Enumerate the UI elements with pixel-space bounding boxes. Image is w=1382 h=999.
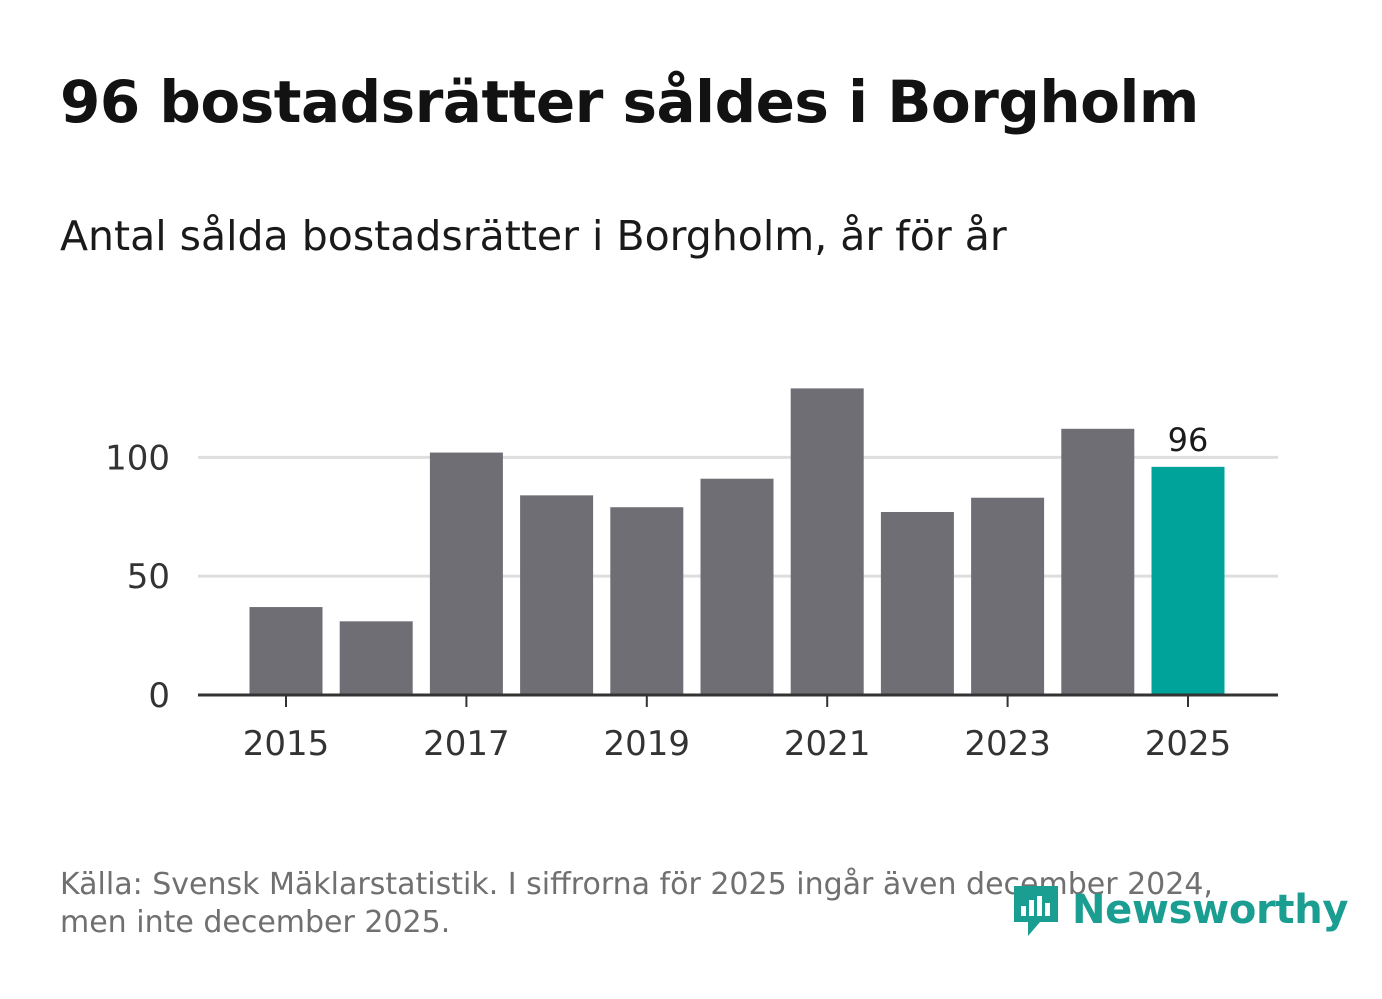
- x-axis: 2015 2017 2019 2021 2023 2025: [198, 693, 1278, 764]
- data-labels: 96: [1168, 421, 1209, 459]
- bar-2024: [1061, 428, 1135, 695]
- bar-2021: [790, 388, 864, 695]
- bar-2015: [249, 607, 323, 695]
- x-tick-label-2015: 2015: [243, 724, 330, 764]
- chart-title: 96 bostadsrätter såldes i Borgholm: [60, 68, 1199, 136]
- y-tick-label-0: 0: [148, 676, 170, 716]
- newsworthy-logo: Newsworthy: [1010, 880, 1349, 940]
- x-tick-label-2019: 2019: [604, 724, 691, 764]
- bar-2019: [610, 507, 684, 695]
- chart-subtitle: Antal sålda bostadsrätter i Borgholm, år…: [60, 212, 1007, 260]
- bar-chart-speech-bubble-icon: [1014, 886, 1058, 936]
- x-tick-label-2017: 2017: [423, 724, 510, 764]
- logo-text: Newsworthy: [1072, 887, 1349, 933]
- data-label-2025: 96: [1168, 421, 1209, 459]
- x-tick-label-2025: 2025: [1145, 724, 1232, 764]
- bar-2022: [880, 511, 954, 695]
- bar-2016: [339, 621, 413, 695]
- bar-2023: [971, 497, 1045, 695]
- bar-2018: [520, 495, 594, 695]
- y-axis-ticks: 0 50 100: [105, 438, 170, 716]
- bar-2020: [700, 478, 774, 695]
- x-tick-label-2023: 2023: [964, 724, 1051, 764]
- y-tick-label-100: 100: [105, 438, 170, 478]
- bar-2017: [429, 452, 503, 695]
- bar-2025: [1151, 466, 1225, 695]
- y-tick-label-50: 50: [127, 557, 170, 597]
- bars: [249, 388, 1225, 695]
- x-tick-label-2021: 2021: [784, 724, 871, 764]
- bar-chart: 0 50 100 2015 2017 2019 2021 2023 2025 96: [105, 388, 1278, 764]
- source-line-2: men inte december 2025.: [60, 905, 451, 940]
